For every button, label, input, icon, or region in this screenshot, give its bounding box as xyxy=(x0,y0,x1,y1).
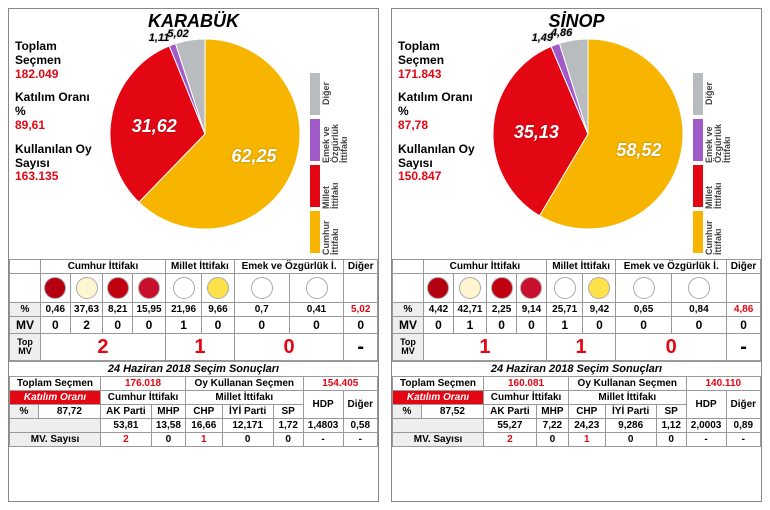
party-logo-iyi xyxy=(588,277,610,299)
legend-item: Cumhur İttifakı xyxy=(310,209,360,255)
pie-chart: 58,5235,131,494,86 xyxy=(493,34,693,244)
province-panel: SİNOP ToplamSeçmen171.843 Katılım Oranı%… xyxy=(391,8,762,502)
hist-title: 24 Haziran 2018 Seçim Sonuçları xyxy=(9,361,378,376)
party-logo-yrp xyxy=(491,277,513,299)
hist-table: Toplam Seçmen176.018 Oy Kullanan Seçmen1… xyxy=(9,376,378,447)
stat-katilim-label: Katılım Oranı% xyxy=(15,91,110,119)
party-logo-akp xyxy=(76,277,98,299)
legend: Diğer Emek ve Özgürlük İttifakı Millet İ… xyxy=(693,34,743,259)
stat-kullan-label: Kullanılan OySayısı xyxy=(398,143,493,171)
panel-upper: ToplamSeçmen182.049 Katılım Oranı%89,61 … xyxy=(9,34,378,259)
party-logo-tip xyxy=(688,277,710,299)
stats-left: ToplamSeçmen182.049 Katılım Oranı%89,61 … xyxy=(9,34,110,259)
mv-row: MV010010000 xyxy=(393,317,761,334)
hist-pct-row: 55,277,2224,239,2861,122,00030,89 xyxy=(393,419,761,433)
legend-label: Diğer xyxy=(705,82,714,105)
stat-katilim-value: 87,78 xyxy=(398,119,493,133)
pct-row: %0,4637,638,2115,9521,969,660,70,415,02 xyxy=(10,303,378,317)
pie-chart: 62,2531,621,115,02 xyxy=(110,34,310,244)
results-table: Cumhur İttifakıMillet İttifakıEmek ve Öz… xyxy=(9,259,378,361)
hist-table: Toplam Seçmen160.081 Oy Kullanan Seçmen1… xyxy=(392,376,761,447)
mv-row: MV020010000 xyxy=(10,317,378,334)
party-logo-iyi xyxy=(207,277,229,299)
legend-item: Diğer xyxy=(310,71,360,117)
legend-label: Emek ve Özgürlük İttifakı xyxy=(705,117,732,163)
stat-kullan-value: 150.847 xyxy=(398,170,493,184)
stat-toplam-label: ToplamSeçmen xyxy=(398,40,493,68)
legend-item: Millet İttifakı xyxy=(310,163,360,209)
legend-label: Millet İttifakı xyxy=(705,163,723,209)
stat-kullan-value: 163.135 xyxy=(15,170,110,184)
legend-label: Emek ve Özgürlük İttifakı xyxy=(322,117,349,163)
party-logo-bbp xyxy=(427,277,449,299)
party-logo-yrp xyxy=(107,277,129,299)
legend-item: Millet İttifakı xyxy=(693,163,743,209)
alliance-header-row: Cumhur İttifakıMillet İttifakıEmek ve Öz… xyxy=(393,260,761,274)
stat-toplam-value: 182.049 xyxy=(15,68,110,82)
legend-swatch xyxy=(693,119,703,161)
legend-swatch xyxy=(693,211,703,253)
party-logo-row xyxy=(393,274,761,303)
hist-mv-row: MV. Sayısı 20100-- xyxy=(393,433,761,447)
results-table: Cumhur İttifakıMillet İttifakıEmek ve Öz… xyxy=(392,259,761,361)
katilim-oran-label: Katılım Oranı xyxy=(10,391,101,405)
legend: Diğer Emek ve Özgürlük İttifakı Millet İ… xyxy=(310,34,360,259)
party-logo-yesil xyxy=(251,277,273,299)
hist-title: 24 Haziran 2018 Seçim Sonuçları xyxy=(392,361,761,376)
stat-toplam-value: 171.843 xyxy=(398,68,493,82)
legend-label: Cumhur İttifakı xyxy=(705,209,723,255)
legend-swatch xyxy=(310,211,320,253)
panel-title: KARABÜK xyxy=(9,9,378,34)
party-logo-bbp xyxy=(44,277,66,299)
party-logo-chp xyxy=(554,277,576,299)
legend-item: Diğer xyxy=(693,71,743,117)
stat-toplam-label: ToplamSeçmen xyxy=(15,40,110,68)
party-logo-mhp xyxy=(138,277,160,299)
legend-item: Emek ve Özgürlük İttifakı xyxy=(310,117,360,163)
top-mv-row: TopMV110- xyxy=(393,334,761,361)
legend-label: Diğer xyxy=(322,82,331,105)
legend-label: Cumhur İttifakı xyxy=(322,209,340,255)
stats-left: ToplamSeçmen171.843 Katılım Oranı%87,78 … xyxy=(392,34,493,259)
panel-title: SİNOP xyxy=(392,9,761,34)
hist-pct-row: 53,8113,5816,6612,1711,721,48030,58 xyxy=(10,419,378,433)
party-logo-akp xyxy=(459,277,481,299)
pct-row: %4,4242,712,259,1425,719,420,650,844,86 xyxy=(393,303,761,317)
hist-summary-row: Toplam Seçmen176.018 Oy Kullanan Seçmen1… xyxy=(10,377,378,391)
party-logo-mhp xyxy=(520,277,542,299)
party-logo-yesil xyxy=(633,277,655,299)
hist-alliance-row: Katılım Oranı Cumhur İttifakı Millet İtt… xyxy=(393,391,761,405)
legend-label: Millet İttifakı xyxy=(322,163,340,209)
legend-swatch xyxy=(310,73,320,115)
panel-upper: ToplamSeçmen171.843 Katılım Oranı%87,78 … xyxy=(392,34,761,259)
party-logo-row xyxy=(10,274,378,303)
legend-item: Emek ve Özgürlük İttifakı xyxy=(693,117,743,163)
legend-item: Cumhur İttifakı xyxy=(693,209,743,255)
province-panel: KARABÜK ToplamSeçmen182.049 Katılım Oran… xyxy=(8,8,379,502)
katilim-oran-label: Katılım Oranı xyxy=(393,391,484,405)
hist-summary-row: Toplam Seçmen160.081 Oy Kullanan Seçmen1… xyxy=(393,377,761,391)
hist-alliance-row: Katılım Oranı Cumhur İttifakı Millet İtt… xyxy=(10,391,378,405)
stat-katilim-value: 89,61 xyxy=(15,119,110,133)
alliance-header-row: Cumhur İttifakıMillet İttifakıEmek ve Öz… xyxy=(10,260,378,274)
legend-swatch xyxy=(310,165,320,207)
hist-mv-row: MV. Sayısı 20100-- xyxy=(10,433,378,447)
top-mv-row: TopMV210- xyxy=(10,334,378,361)
legend-swatch xyxy=(693,73,703,115)
legend-swatch xyxy=(693,165,703,207)
party-logo-chp xyxy=(173,277,195,299)
legend-swatch xyxy=(310,119,320,161)
stat-katilim-label: Katılım Oranı% xyxy=(398,91,493,119)
party-logo-tip xyxy=(306,277,328,299)
stat-kullan-label: Kullanılan OySayısı xyxy=(15,143,110,171)
